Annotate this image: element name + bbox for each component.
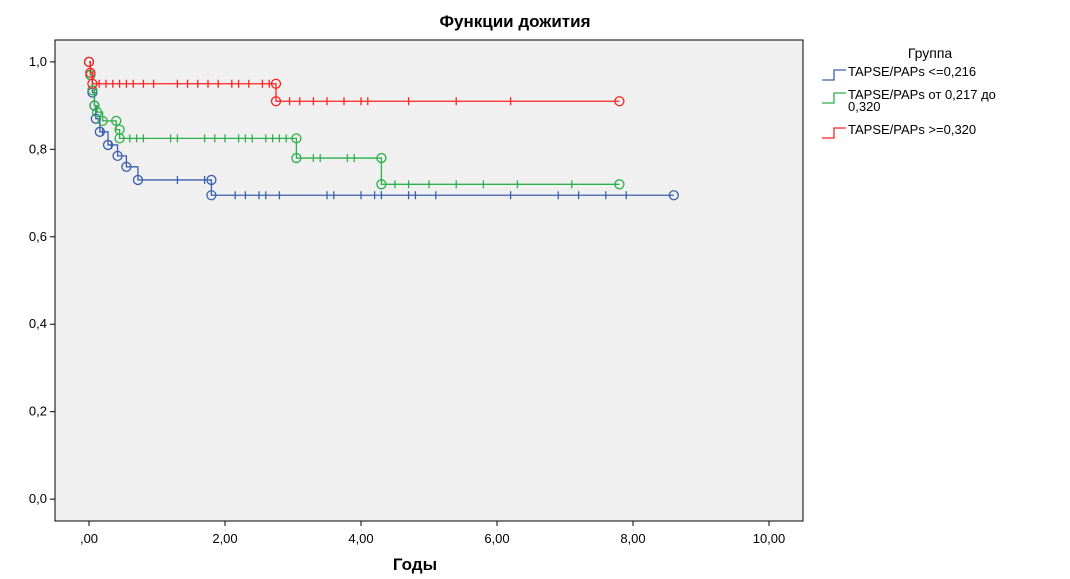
y-tick-label: 0,6 — [29, 229, 47, 244]
event-marker — [83, 56, 95, 68]
event-marker — [114, 133, 125, 144]
legend-swatch — [822, 69, 846, 81]
event-marker — [668, 190, 679, 201]
event-marker — [132, 174, 144, 186]
y-tick-label: 0,4 — [29, 316, 47, 331]
x-tick-label: 10,00 — [753, 531, 786, 546]
legend-entry: TAPSE/PAPs >=0,320 — [822, 122, 976, 139]
event-marker — [376, 152, 387, 164]
chart-title: Функции дожития — [440, 12, 591, 31]
y-tick-label: 0,2 — [29, 404, 47, 419]
event-marker — [270, 96, 282, 107]
legend-swatch — [822, 127, 846, 139]
event-marker — [87, 78, 98, 89]
plot-area — [54, 39, 804, 522]
x-tick-label: 4,00 — [348, 531, 373, 546]
x-axis-title: Годы — [393, 555, 437, 574]
series-3 — [83, 56, 625, 107]
y-tick-label: 0,0 — [29, 491, 47, 506]
event-marker — [206, 190, 217, 201]
x-tick-label: 2,00 — [212, 531, 237, 546]
event-marker — [89, 100, 100, 111]
y-axis: 0,0 0,2 0,4 0,6 0,8 1,0 — [29, 54, 55, 506]
y-tick-label: 1,0 — [29, 54, 47, 69]
event-marker — [102, 139, 114, 151]
x-axis: ,00 2,00 4,00 6,00 8,00 10,00 — [80, 521, 785, 546]
event-marker — [87, 85, 98, 96]
event-marker — [90, 113, 101, 124]
event-marker — [121, 161, 132, 172]
legend-title: Группа — [908, 45, 953, 61]
event-marker — [97, 115, 108, 127]
event-marker — [94, 126, 106, 137]
legend-label: 0,320 — [848, 99, 881, 114]
legend: Группа TAPSE/PAPs <=0,216 TAPSE/PAPs от 0… — [822, 45, 996, 139]
event-marker — [291, 133, 302, 144]
event-marker — [206, 174, 217, 186]
event-marker — [112, 150, 123, 162]
legend-entry: TAPSE/PAPs от 0,217 до0,320 — [822, 87, 996, 114]
y-tick-label: 0,8 — [29, 141, 47, 156]
event-marker — [614, 96, 625, 107]
x-tick-label: ,00 — [80, 531, 98, 546]
event-marker — [614, 179, 625, 190]
survival-step-line — [89, 61, 620, 102]
legend-label: TAPSE/PAPs <=0,216 — [848, 64, 976, 79]
x-tick-label: 8,00 — [620, 531, 645, 546]
legend-label: TAPSE/PAPs от 0,217 до — [848, 87, 996, 102]
plot-series — [83, 56, 679, 201]
legend-label: TAPSE/PAPs >=0,320 — [848, 122, 976, 137]
x-tick-label: 6,00 — [484, 531, 509, 546]
legend-swatch — [822, 92, 846, 104]
event-marker — [111, 115, 122, 127]
event-marker — [92, 107, 103, 118]
event-marker — [376, 179, 387, 190]
event-marker — [270, 78, 282, 89]
event-marker — [85, 67, 96, 78]
event-marker — [291, 152, 302, 164]
legend-entry: TAPSE/PAPs <=0,216 — [822, 64, 976, 81]
